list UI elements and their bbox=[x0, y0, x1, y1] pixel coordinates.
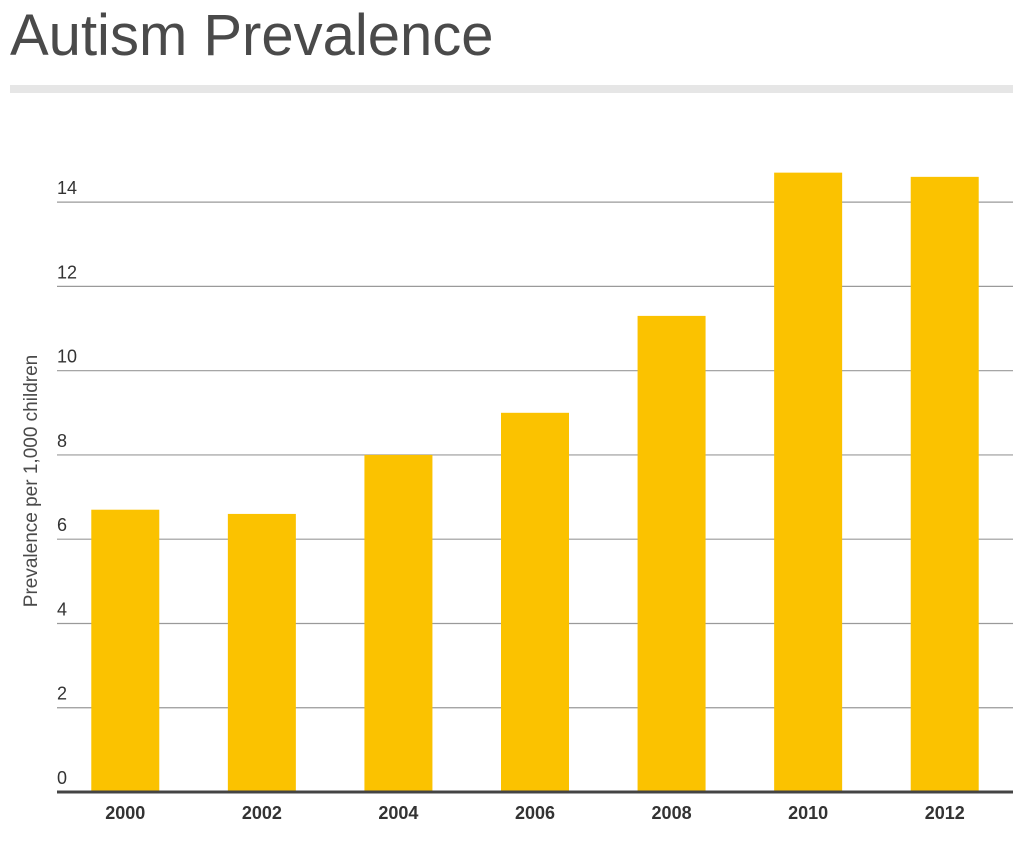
y-tick-label: 2 bbox=[57, 684, 67, 704]
bar-2012 bbox=[910, 176, 979, 792]
x-tick-label: 2004 bbox=[378, 803, 418, 823]
y-tick-labels: 0 2 4 6 8 10 12 14 bbox=[57, 178, 77, 788]
title-divider bbox=[10, 85, 1013, 93]
bar-2004 bbox=[364, 454, 433, 792]
bar-2000 bbox=[91, 509, 160, 792]
x-tick-label: 2000 bbox=[105, 803, 145, 823]
y-tick-label: 0 bbox=[57, 768, 67, 788]
y-tick-label: 14 bbox=[57, 178, 77, 198]
x-tick-labels: 2000 2002 2004 2006 2008 2010 2012 bbox=[105, 803, 964, 823]
y-tick-label: 6 bbox=[57, 515, 67, 535]
bar-2010 bbox=[774, 172, 843, 792]
gridlines bbox=[57, 201, 1013, 709]
bar-2006 bbox=[501, 412, 569, 792]
y-axis-label: Prevalence per 1,000 children bbox=[21, 355, 42, 607]
y-tick-label: 10 bbox=[57, 347, 77, 367]
x-tick-label: 2008 bbox=[652, 803, 692, 823]
x-tick-label: 2010 bbox=[788, 803, 828, 823]
bar-2002 bbox=[227, 513, 296, 792]
y-tick-label: 4 bbox=[57, 599, 67, 619]
x-tick-label: 2006 bbox=[515, 803, 555, 823]
y-tick-label: 12 bbox=[57, 262, 77, 282]
chart-title: Autism Prevalence bbox=[10, 3, 494, 68]
x-tick-label: 2002 bbox=[242, 803, 282, 823]
bars bbox=[91, 172, 979, 792]
y-tick-label: 8 bbox=[57, 431, 67, 451]
bar-2008 bbox=[637, 315, 706, 792]
x-tick-label: 2012 bbox=[925, 803, 965, 823]
